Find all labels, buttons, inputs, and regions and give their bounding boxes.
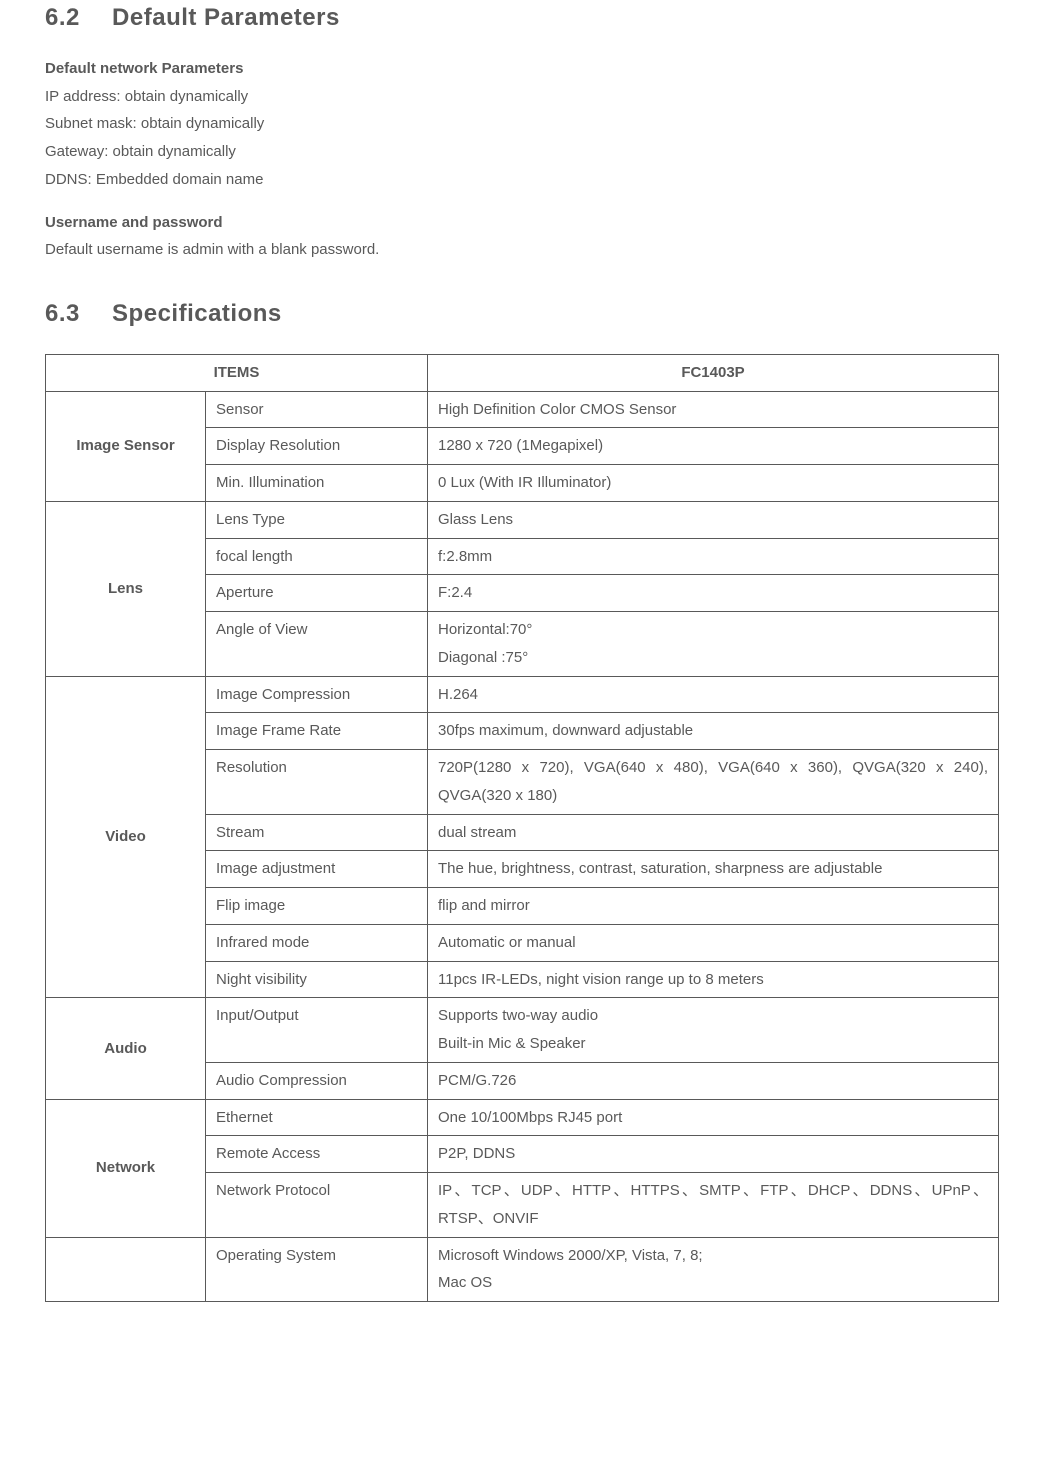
table-value-cell: F:2.4 <box>428 575 999 612</box>
network-param-line: IP address: obtain dynamically <box>45 83 999 111</box>
table-value-cell: Supports two-way audioBuilt-in Mic & Spe… <box>428 998 999 1063</box>
table-attribute-cell: Night visibility <box>206 961 428 998</box>
table-category-cell <box>46 1237 206 1302</box>
table-value-cell: 0 Lux (With IR Illuminator) <box>428 465 999 502</box>
section-number: 6.2 <box>45 0 80 36</box>
table-attribute-cell: Angle of View <box>206 612 428 677</box>
table-value-cell: 1280 x 720 (1Megapixel) <box>428 428 999 465</box>
table-value-cell: The hue, brightness, contrast, saturatio… <box>428 851 999 888</box>
table-value-cell: 30fps maximum, downward adjustable <box>428 713 999 750</box>
table-value-cell: P2P, DDNS <box>428 1136 999 1173</box>
network-param-line: Gateway: obtain dynamically <box>45 138 999 166</box>
network-param-line: Subnet mask: obtain dynamically <box>45 110 999 138</box>
table-value-cell: Horizontal:70°Diagonal :75° <box>428 612 999 677</box>
table-attribute-cell: Input/Output <box>206 998 428 1063</box>
section-heading-6-3: 6.3 Specifications <box>45 296 999 332</box>
table-attribute-cell: Network Protocol <box>206 1173 428 1238</box>
section-heading-6-2: 6.2 Default Parameters <box>45 0 999 36</box>
table-attribute-cell: Aperture <box>206 575 428 612</box>
table-category-cell: Network <box>46 1099 206 1237</box>
table-value-cell: dual stream <box>428 814 999 851</box>
section-number: 6.3 <box>45 296 80 332</box>
table-value-cell: High Definition Color CMOS Sensor <box>428 391 999 428</box>
section-title: Specifications <box>112 300 282 327</box>
table-value-cell: 720P(1280 x 720), VGA(640 x 480), VGA(64… <box>428 750 999 815</box>
table-attribute-cell: Sensor <box>206 391 428 428</box>
username-password-text: Default username is admin with a blank p… <box>45 236 999 264</box>
table-row: AudioInput/OutputSupports two-way audioB… <box>46 998 999 1063</box>
table-value-cell: flip and mirror <box>428 888 999 925</box>
subheading-username-password: Username and password <box>45 212 999 235</box>
table-attribute-cell: Image adjustment <box>206 851 428 888</box>
table-value-cell: 11pcs IR-LEDs, night vision range up to … <box>428 961 999 998</box>
table-category-cell: Audio <box>46 998 206 1099</box>
table-attribute-cell: Stream <box>206 814 428 851</box>
table-value-cell: PCM/G.726 <box>428 1062 999 1099</box>
table-attribute-cell: Display Resolution <box>206 428 428 465</box>
network-param-line: DDNS: Embedded domain name <box>45 166 999 194</box>
table-attribute-cell: focal length <box>206 538 428 575</box>
table-category-cell: Image Sensor <box>46 391 206 501</box>
network-params-list: IP address: obtain dynamicallySubnet mas… <box>45 83 999 194</box>
table-attribute-cell: Remote Access <box>206 1136 428 1173</box>
table-attribute-cell: Flip image <box>206 888 428 925</box>
table-attribute-cell: Infrared mode <box>206 924 428 961</box>
table-row: VideoImage CompressionH.264 <box>46 676 999 713</box>
table-attribute-cell: Lens Type <box>206 501 428 538</box>
section-title: Default Parameters <box>112 4 340 31</box>
table-value-cell: Glass Lens <box>428 501 999 538</box>
table-row: Image SensorSensorHigh Definition Color … <box>46 391 999 428</box>
specifications-table: ITEMS FC1403P Image SensorSensorHigh Def… <box>45 354 999 1302</box>
table-attribute-cell: Operating System <box>206 1237 428 1302</box>
table-attribute-cell: Ethernet <box>206 1099 428 1136</box>
table-row: Operating SystemMicrosoft Windows 2000/X… <box>46 1237 999 1302</box>
table-attribute-cell: Resolution <box>206 750 428 815</box>
table-attribute-cell: Image Compression <box>206 676 428 713</box>
table-value-cell: One 10/100Mbps RJ45 port <box>428 1099 999 1136</box>
table-attribute-cell: Image Frame Rate <box>206 713 428 750</box>
table-value-cell: f:2.8mm <box>428 538 999 575</box>
table-row: LensLens TypeGlass Lens <box>46 501 999 538</box>
table-value-cell: H.264 <box>428 676 999 713</box>
table-attribute-cell: Min. Illumination <box>206 465 428 502</box>
table-value-cell: Microsoft Windows 2000/XP, Vista, 7, 8;M… <box>428 1237 999 1302</box>
table-header-items: ITEMS <box>46 354 428 391</box>
subheading-network-params: Default network Parameters <box>45 58 999 81</box>
table-category-cell: Lens <box>46 501 206 676</box>
table-header-row: ITEMS FC1403P <box>46 354 999 391</box>
table-header-model: FC1403P <box>428 354 999 391</box>
table-category-cell: Video <box>46 676 206 998</box>
table-value-cell: IP、TCP、UDP、HTTP、HTTPS、SMTP、FTP、DHCP、DDNS… <box>428 1173 999 1238</box>
table-row: NetworkEthernetOne 10/100Mbps RJ45 port <box>46 1099 999 1136</box>
table-value-cell: Automatic or manual <box>428 924 999 961</box>
table-attribute-cell: Audio Compression <box>206 1062 428 1099</box>
